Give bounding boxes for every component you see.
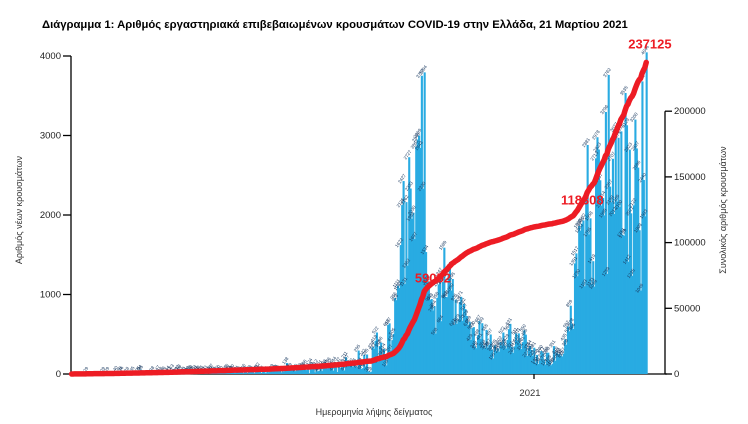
svg-text:237125: 237125 — [628, 36, 671, 51]
svg-text:522: 522 — [371, 325, 380, 335]
svg-text:3535: 3535 — [619, 85, 629, 97]
svg-text:2427: 2427 — [397, 173, 407, 185]
svg-text:2881: 2881 — [581, 137, 591, 149]
svg-text:1589: 1589 — [438, 239, 448, 251]
svg-text:3200: 3200 — [629, 111, 639, 123]
svg-text:118308: 118308 — [561, 193, 604, 208]
svg-text:631: 631 — [504, 317, 513, 327]
svg-text:2333: 2333 — [404, 180, 414, 192]
svg-text:2596: 2596 — [632, 159, 642, 171]
svg-text:2727: 2727 — [403, 149, 413, 161]
svg-text:50000: 50000 — [674, 303, 700, 314]
svg-text:2837: 2837 — [630, 140, 640, 152]
svg-text:2823: 2823 — [592, 141, 602, 153]
svg-text:59052: 59052 — [415, 270, 451, 285]
svg-text:3762: 3762 — [602, 67, 612, 79]
svg-text:2000: 2000 — [40, 210, 61, 221]
svg-text:0: 0 — [56, 369, 61, 380]
svg-text:637: 637 — [384, 316, 393, 326]
svg-text:4000: 4000 — [40, 51, 61, 62]
svg-text:859: 859 — [565, 298, 574, 308]
svg-text:150000: 150000 — [674, 172, 706, 183]
svg-text:100000: 100000 — [674, 238, 706, 249]
svg-text:200000: 200000 — [674, 106, 706, 117]
svg-text:3794: 3794 — [418, 64, 428, 76]
svg-text:1000: 1000 — [40, 290, 61, 301]
svg-text:3000: 3000 — [40, 131, 61, 142]
svg-text:2978: 2978 — [591, 129, 601, 141]
svg-text:0: 0 — [674, 369, 679, 380]
